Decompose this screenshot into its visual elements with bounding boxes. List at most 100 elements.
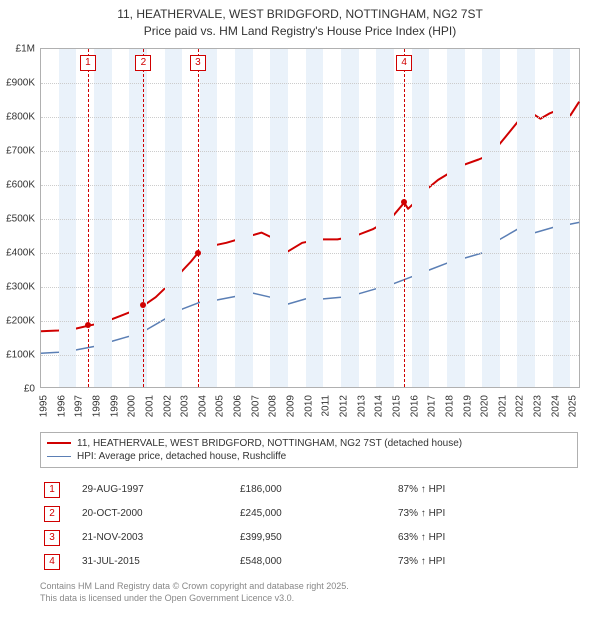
- footer-attribution: Contains HM Land Registry data © Crown c…: [40, 580, 578, 604]
- event-line: [198, 49, 199, 387]
- event-marker-box: 3: [190, 55, 206, 71]
- y-axis-label: £500K: [3, 213, 35, 224]
- legend-swatch: [47, 456, 71, 457]
- y-axis-label: £100K: [3, 349, 35, 360]
- x-axis-label: 2009: [286, 395, 297, 417]
- event-date: 29-AUG-1997: [78, 478, 236, 502]
- y-axis-label: £600K: [3, 179, 35, 190]
- gridline: [41, 117, 579, 118]
- year-band: [376, 49, 394, 387]
- event-number-box: 2: [44, 506, 60, 522]
- x-axis-label: 2011: [321, 395, 332, 417]
- x-axis-label: 2018: [444, 395, 455, 417]
- y-axis-label: £900K: [3, 77, 35, 88]
- x-axis-label: 2010: [303, 395, 314, 417]
- x-axis-label: 2013: [356, 395, 367, 417]
- x-axis-label: 2022: [515, 395, 526, 417]
- legend: 11, HEATHERVALE, WEST BRIDGFORD, NOTTING…: [40, 432, 578, 468]
- x-axis-label: 2012: [339, 395, 350, 417]
- event-dot: [195, 250, 201, 256]
- x-axis-label: 1997: [74, 395, 85, 417]
- event-hpi-delta: 73% ↑ HPI: [394, 502, 578, 526]
- event-hpi-delta: 73% ↑ HPI: [394, 550, 578, 574]
- event-hpi-delta: 87% ↑ HPI: [394, 478, 578, 502]
- year-band: [306, 49, 324, 387]
- table-row: 2 20-OCT-2000£245,00073% ↑ HPI: [40, 502, 578, 526]
- chart-title: 11, HEATHERVALE, WEST BRIDGFORD, NOTTING…: [0, 0, 600, 40]
- gridline: [41, 219, 579, 220]
- gridline: [41, 355, 579, 356]
- year-band: [165, 49, 183, 387]
- footer-line-2: This data is licensed under the Open Gov…: [40, 592, 578, 604]
- gridline: [41, 151, 579, 152]
- x-axis-label: 2001: [144, 395, 155, 417]
- x-axis-label: 1999: [109, 395, 120, 417]
- event-dot: [140, 302, 146, 308]
- table-row: 129-AUG-1997£186,00087% ↑ HPI: [40, 478, 578, 502]
- plot-area: £0£100K£200K£300K£400K£500K£600K£700K£80…: [40, 48, 580, 388]
- y-axis-label: £200K: [3, 315, 35, 326]
- event-marker-box: 4: [396, 55, 412, 71]
- event-dot: [401, 199, 407, 205]
- y-axis-label: £300K: [3, 281, 35, 292]
- x-axis-label: 2023: [533, 395, 544, 417]
- x-axis-label: 2008: [268, 395, 279, 417]
- chart-area: £0£100K£200K£300K£400K£500K£600K£700K£80…: [40, 48, 580, 388]
- x-axis-label: 2014: [374, 395, 385, 417]
- y-axis-label: £1M: [3, 43, 35, 54]
- event-line: [143, 49, 144, 387]
- year-band: [341, 49, 359, 387]
- year-band: [59, 49, 77, 387]
- x-axis-label: 2025: [568, 395, 579, 417]
- legend-label: HPI: Average price, detached house, Rush…: [77, 451, 286, 462]
- y-axis-label: £700K: [3, 145, 35, 156]
- year-band: [553, 49, 571, 387]
- year-band: [517, 49, 535, 387]
- legend-label: 11, HEATHERVALE, WEST BRIDGFORD, NOTTING…: [77, 438, 462, 449]
- event-number-box: 3: [44, 530, 60, 546]
- gridline: [41, 185, 579, 186]
- legend-swatch: [47, 442, 71, 444]
- x-axis-label: 2021: [497, 395, 508, 417]
- x-axis-label: 2002: [162, 395, 173, 417]
- event-dot: [85, 322, 91, 328]
- footer-line-1: Contains HM Land Registry data © Crown c…: [40, 580, 578, 592]
- table-row: 431-JUL-2015£548,00073% ↑ HPI: [40, 550, 578, 574]
- x-axis-label: 2006: [233, 395, 244, 417]
- events-table: 129-AUG-1997£186,00087% ↑ HPI 2 20-OCT-200…: [40, 478, 578, 574]
- x-axis-label: 2020: [480, 395, 491, 417]
- gridline: [41, 83, 579, 84]
- y-axis-label: £400K: [3, 247, 35, 258]
- x-axis-label: 2024: [550, 395, 561, 417]
- event-marker-box: 1: [80, 55, 96, 71]
- year-band: [200, 49, 218, 387]
- year-band: [270, 49, 288, 387]
- gridline: [41, 287, 579, 288]
- event-date: 20-OCT-2000: [78, 502, 236, 526]
- y-axis-label: £800K: [3, 111, 35, 122]
- y-axis-label: £0: [3, 383, 35, 394]
- year-band: [94, 49, 112, 387]
- x-axis-label: 1998: [91, 395, 102, 417]
- year-band: [447, 49, 465, 387]
- x-axis-label: 2015: [391, 395, 402, 417]
- event-line: [404, 49, 405, 387]
- x-axis-label: 2016: [409, 395, 420, 417]
- legend-item: 11, HEATHERVALE, WEST BRIDGFORD, NOTTING…: [47, 437, 571, 450]
- title-line-2: Price paid vs. HM Land Registry's House …: [0, 23, 600, 40]
- event-marker-box: 2: [135, 55, 151, 71]
- gridline: [41, 253, 579, 254]
- x-axis-label: 2005: [215, 395, 226, 417]
- x-axis-label: 1995: [39, 395, 50, 417]
- event-price: £245,000: [236, 502, 394, 526]
- event-price: £399,950: [236, 526, 394, 550]
- event-price: £186,000: [236, 478, 394, 502]
- x-axis-label: 2004: [197, 395, 208, 417]
- x-axis-label: 2007: [250, 395, 261, 417]
- event-hpi-delta: 63% ↑ HPI: [394, 526, 578, 550]
- table-row: 3 21-NOV-2003£399,95063% ↑ HPI: [40, 526, 578, 550]
- title-line-1: 11, HEATHERVALE, WEST BRIDGFORD, NOTTING…: [0, 6, 600, 23]
- x-axis-label: 2017: [427, 395, 438, 417]
- x-axis-label: 2000: [127, 395, 138, 417]
- event-date: 21-NOV-2003: [78, 526, 236, 550]
